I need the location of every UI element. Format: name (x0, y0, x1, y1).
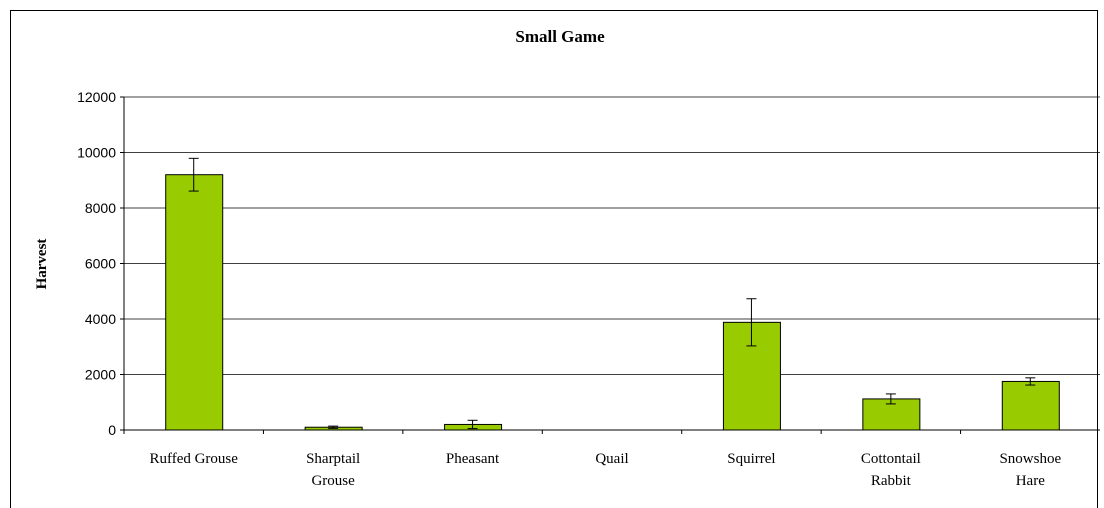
y-tick-label: 6000 (85, 256, 116, 272)
y-tick-label: 4000 (85, 311, 116, 327)
y-axis-label: Harvest (34, 239, 50, 290)
x-tick-label: Cottontail Rabbit (861, 451, 921, 489)
y-tick-label: 2000 (85, 367, 116, 383)
bar (165, 174, 224, 431)
x-tick-label: Quail (595, 451, 628, 467)
y-tick-label: 10000 (77, 145, 116, 161)
y-tick-label: 0 (108, 422, 116, 438)
x-tick-label: Ruffed Grouse (149, 451, 238, 467)
y-tick-label: 12000 (77, 89, 116, 105)
x-tick-label: Sharptail Grouse (306, 451, 360, 489)
bar (1001, 380, 1060, 431)
y-tick-label: 8000 (85, 200, 116, 216)
x-tick-label: Pheasant (446, 451, 500, 467)
x-tick-label: Snowshoe Hare (999, 451, 1061, 489)
x-tick-label: Squirrel (727, 451, 775, 467)
chart-title: Small Game (515, 27, 605, 46)
